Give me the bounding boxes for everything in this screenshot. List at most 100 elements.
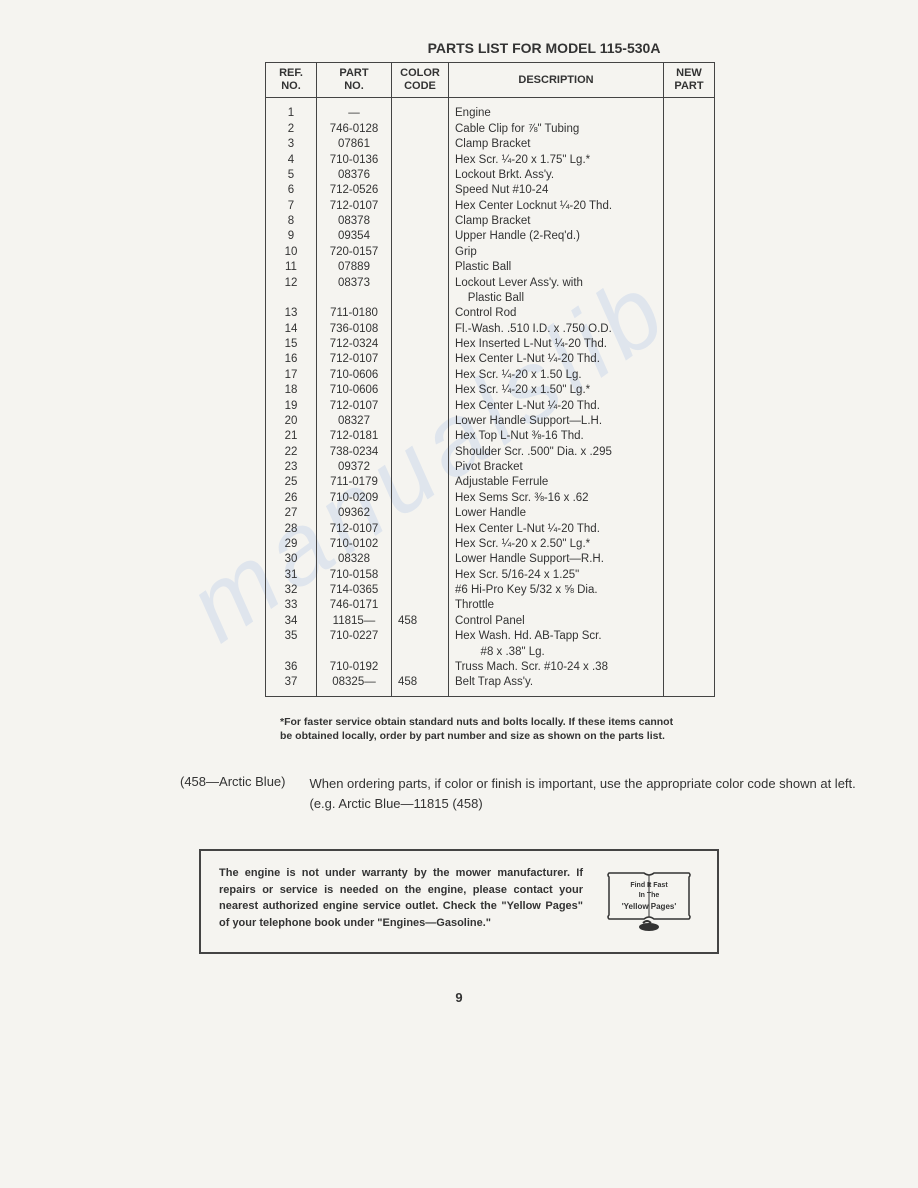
cell-color: [392, 306, 449, 321]
cell-part: 736-0108: [317, 321, 392, 336]
header-desc: DESCRIPTION: [449, 63, 664, 98]
table-row: 26710-0209Hex Sems Scr. ⅜-16 x .62: [266, 490, 715, 505]
cell-ref: 25: [266, 475, 317, 490]
cell-new: [664, 229, 715, 244]
cell-new: [664, 444, 715, 459]
cell-desc: Pivot Bracket: [449, 460, 664, 475]
cell-part: 714-0365: [317, 583, 392, 598]
cell-ref: 12: [266, 275, 317, 290]
cell-part: 08328: [317, 552, 392, 567]
cell-new: [664, 337, 715, 352]
table-row: 508376Lockout Brkt. Ass'y.: [266, 167, 715, 182]
table-row: 3708325—458Belt Trap Ass'y.: [266, 675, 715, 696]
cell-ref: [266, 644, 317, 659]
cell-ref: 27: [266, 506, 317, 521]
cell-ref: 34: [266, 613, 317, 628]
svg-text:Find It Fast: Find It Fast: [630, 882, 668, 889]
cell-new: [664, 567, 715, 582]
cell-color: [392, 567, 449, 582]
table-row: 33746-0171Throttle: [266, 598, 715, 613]
table-row: 307861Clamp Bracket: [266, 137, 715, 152]
cell-ref: 4: [266, 152, 317, 167]
cell-part: 710-0192: [317, 659, 392, 674]
cell-new: [664, 675, 715, 696]
cell-desc: #8 x .38" Lg.: [449, 644, 664, 659]
cell-ref: 35: [266, 629, 317, 644]
cell-desc: Speed Nut #10-24: [449, 183, 664, 198]
cell-part: 710-0606: [317, 383, 392, 398]
cell-new: [664, 460, 715, 475]
table-row: 16712-0107Hex Center L-Nut ¼-20 Thd.: [266, 352, 715, 367]
cell-part: 710-0227: [317, 629, 392, 644]
cell-part: 712-0107: [317, 521, 392, 536]
cell-part: 09362: [317, 506, 392, 521]
cell-color: [392, 121, 449, 136]
cell-new: [664, 598, 715, 613]
cell-new: [664, 613, 715, 628]
cell-desc: Hex Scr. 5/16-24 x 1.25": [449, 567, 664, 582]
table-row: 10720-0157Grip: [266, 244, 715, 259]
cell-desc: Hex Center Locknut ¼-20 Thd.: [449, 198, 664, 213]
cell-ref: 2: [266, 121, 317, 136]
cell-new: [664, 198, 715, 213]
cell-desc: Hex Top L-Nut ⅜-16 Thd.: [449, 429, 664, 444]
table-row: 19712-0107Hex Center L-Nut ¼-20 Thd.: [266, 398, 715, 413]
cell-ref: 3: [266, 137, 317, 152]
cell-color: [392, 413, 449, 428]
cell-new: [664, 306, 715, 321]
cell-ref: 11: [266, 260, 317, 275]
warranty-box: The engine is not under warranty by the …: [199, 849, 719, 954]
cell-part: 08327: [317, 413, 392, 428]
cell-new: [664, 275, 715, 290]
cell-part: 710-0209: [317, 490, 392, 505]
cell-color: [392, 629, 449, 644]
cell-desc: Hex Scr. ¼-20 x 1.50 Lg.: [449, 367, 664, 382]
cell-color: [392, 260, 449, 275]
cell-new: [664, 629, 715, 644]
cell-part: [317, 644, 392, 659]
cell-part: 746-0128: [317, 121, 392, 136]
cell-color: [392, 460, 449, 475]
cell-new: [664, 583, 715, 598]
cell-color: [392, 167, 449, 182]
cell-ref: [266, 290, 317, 305]
cell-part: 710-0136: [317, 152, 392, 167]
cell-color: [392, 506, 449, 521]
cell-part: 746-0171: [317, 598, 392, 613]
svg-text:In The: In The: [639, 892, 660, 899]
footnote: *For faster service obtain standard nuts…: [280, 715, 680, 744]
header-color: COLORCODE: [392, 63, 449, 98]
cell-ref: 6: [266, 183, 317, 198]
cell-desc: Plastic Ball: [449, 290, 664, 305]
cell-part: —: [317, 98, 392, 121]
table-row: 2008327Lower Handle Support—L.H.: [266, 413, 715, 428]
cell-new: [664, 260, 715, 275]
cell-color: [392, 152, 449, 167]
cell-part: 738-0234: [317, 444, 392, 459]
cell-desc: Grip: [449, 244, 664, 259]
cell-new: [664, 429, 715, 444]
cell-desc: Truss Mach. Scr. #10-24 x .38: [449, 659, 664, 674]
cell-new: [664, 152, 715, 167]
cell-desc: Hex Center L-Nut ¼-20 Thd.: [449, 521, 664, 536]
cell-desc: Shoulder Scr. .500" Dia. x .295: [449, 444, 664, 459]
cell-ref: 13: [266, 306, 317, 321]
table-row: 36710-0192Truss Mach. Scr. #10-24 x .38: [266, 659, 715, 674]
cell-new: [664, 137, 715, 152]
cell-part: 712-0324: [317, 337, 392, 352]
cell-ref: 29: [266, 536, 317, 551]
cell-color: [392, 644, 449, 659]
cell-new: [664, 98, 715, 121]
table-row: 21712-0181Hex Top L-Nut ⅜-16 Thd.: [266, 429, 715, 444]
cell-desc: Plastic Ball: [449, 260, 664, 275]
table-row: 35710-0227Hex Wash. Hd. AB-Tapp Scr.: [266, 629, 715, 644]
cell-new: [664, 244, 715, 259]
cell-part: 08378: [317, 214, 392, 229]
cell-desc: Hex Scr. ¼-20 x 1.50" Lg.*: [449, 383, 664, 398]
page-title: PARTS LIST FOR MODEL 115-530A: [220, 40, 868, 56]
parts-table: REF.NO. PARTNO. COLORCODE DESCRIPTION NE…: [265, 62, 715, 697]
yellow-pages-icon: Find It Fast In The 'Yellow Pages': [599, 865, 699, 938]
cell-desc: Hex Center L-Nut ¼-20 Thd.: [449, 398, 664, 413]
cell-desc: #6 Hi-Pro Key 5/32 x ⅝ Dia.: [449, 583, 664, 598]
cell-ref: 18: [266, 383, 317, 398]
